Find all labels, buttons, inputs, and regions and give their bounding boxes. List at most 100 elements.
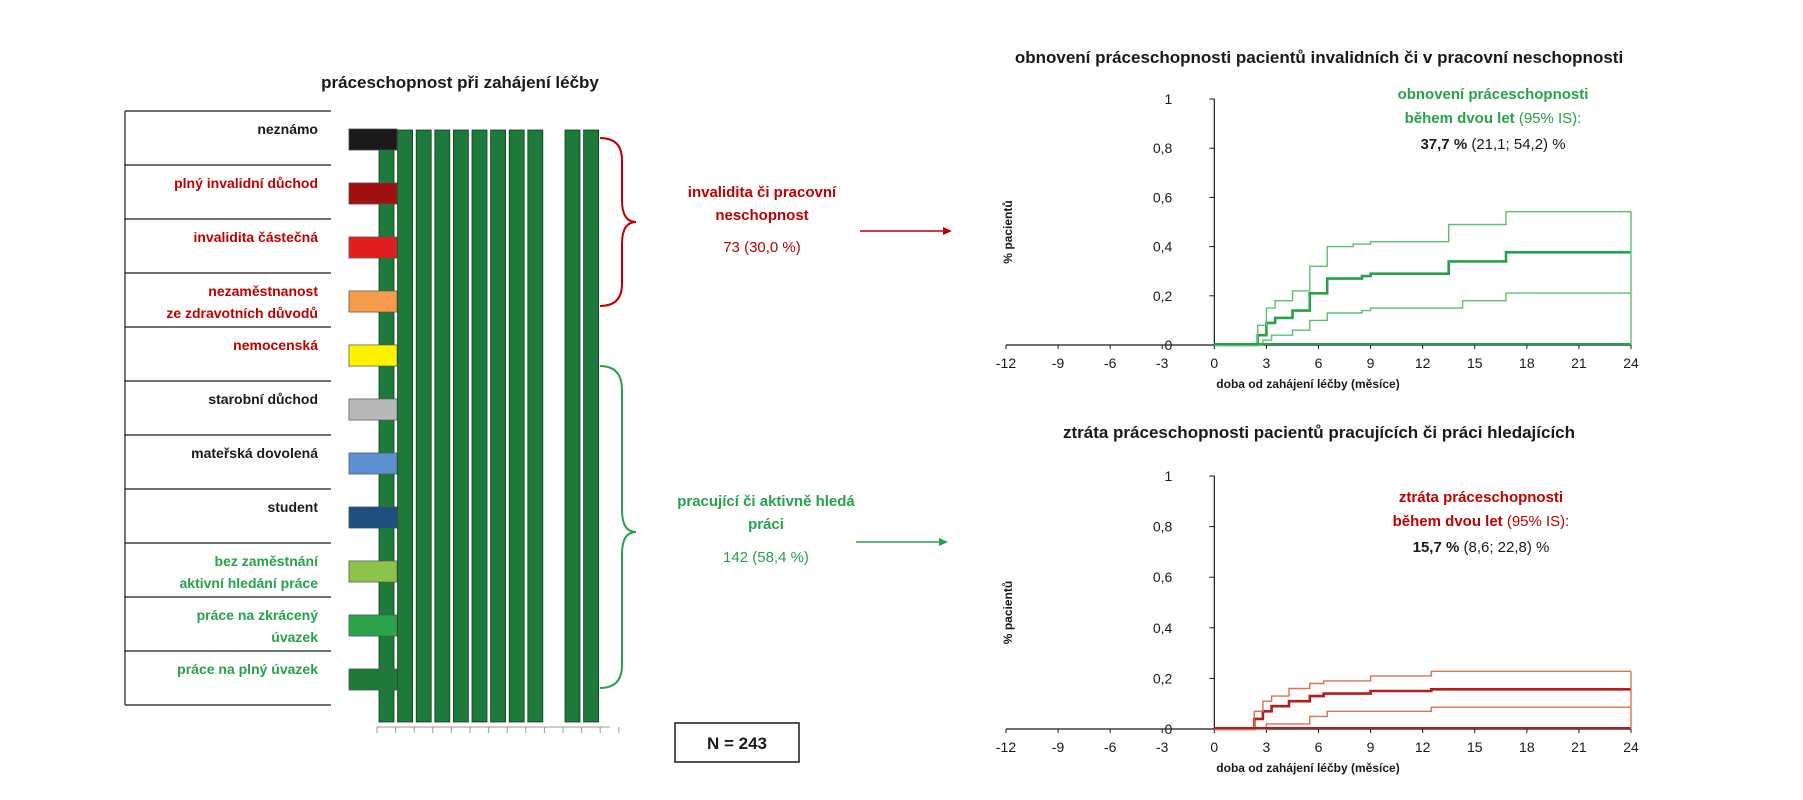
row-label: nezaměstnanost <box>208 283 318 299</box>
chart-recovery: obnovení práceschopnosti pacientů invali… <box>996 48 1639 391</box>
curve-estimate <box>1214 251 1631 347</box>
patient-bars <box>348 128 599 723</box>
row-label: práce na plný úvazek <box>177 661 318 677</box>
row-label: nemocenská <box>233 337 318 353</box>
annotation-line1: ztráta práceschopnosti <box>1399 489 1563 506</box>
annotation-line1: obnovení práceschopnosti <box>1398 86 1589 103</box>
row-swatch-front <box>348 398 398 421</box>
y-tick-label: 0,6 <box>1153 189 1173 205</box>
annotation-line2: během dvou let (95% IS): <box>1405 110 1582 127</box>
patient-bar <box>564 129 581 723</box>
y-axis-label: % pacientů <box>1001 581 1015 644</box>
group-working-label-2: práci <box>748 516 784 533</box>
annotation-line2b: (95% IS): <box>1507 513 1570 530</box>
row-label: starobní důchod <box>208 391 318 407</box>
annotation-value-rest: (21,1; 54,2) % <box>1471 136 1565 153</box>
x-tick-label: 0 <box>1210 355 1218 371</box>
y-tick-label: 1 <box>1165 91 1173 107</box>
x-tick-label: 0 <box>1210 739 1218 755</box>
n-label: N = 243 <box>707 734 767 753</box>
x-tick-label: 21 <box>1571 355 1587 371</box>
x-tick-label: -6 <box>1104 355 1117 371</box>
y-axis-label: % pacientů <box>1001 200 1015 263</box>
y-tick-label: 1 <box>1165 468 1173 484</box>
x-tick-label: -12 <box>996 355 1016 371</box>
row-swatch-front <box>348 506 398 529</box>
y-tick-label: 0,4 <box>1153 620 1173 636</box>
x-tick-label: -9 <box>1052 739 1065 755</box>
row-swatch-front <box>348 344 398 367</box>
x-tick-label: 15 <box>1467 739 1483 755</box>
brace-working <box>599 365 637 689</box>
curve-upper <box>1214 670 1631 730</box>
patient-bar <box>508 129 525 723</box>
row-swatch-front <box>348 560 398 583</box>
y-tick-label: 0 <box>1165 721 1173 737</box>
patient-bar <box>490 129 507 723</box>
annotation-line2b: (95% IS): <box>1519 110 1582 127</box>
x-tick-label: 12 <box>1415 739 1431 755</box>
chart-title: obnovení práceschopnosti pacientů invali… <box>1015 48 1623 67</box>
x-tick-label: 9 <box>1367 739 1375 755</box>
y-tick-label: 0,8 <box>1153 140 1173 156</box>
annotation-line2: během dvou let (95% IS): <box>1393 513 1570 530</box>
row-label-2: aktivní hledání práce <box>180 575 319 591</box>
arrow-working <box>856 538 948 546</box>
row-label: mateřská dovolená <box>191 445 318 461</box>
curve-upper <box>1214 211 1631 346</box>
row-swatch-front <box>348 128 398 151</box>
row-label: bez zaměstnání <box>215 553 320 569</box>
x-tick-label: 9 <box>1367 355 1375 371</box>
row-label: práce na zkrácený <box>197 607 319 623</box>
x-tick-label: 6 <box>1315 355 1323 371</box>
y-tick-label: 0,2 <box>1153 288 1173 304</box>
group-disabled-label: invalidita či pracovní <box>688 184 837 201</box>
x-tick-label: 18 <box>1519 355 1535 371</box>
chart-loss: ztráta práceschopnosti pacientů pracujíc… <box>996 423 1639 775</box>
y-tick-label: 0,4 <box>1153 239 1173 255</box>
x-tick-label: 24 <box>1623 355 1639 371</box>
row-swatch-front <box>348 182 398 205</box>
patient-bar <box>434 129 451 723</box>
x-tick-label: -6 <box>1104 739 1117 755</box>
row-swatch-front <box>348 614 398 637</box>
y-tick-label: 0,2 <box>1153 670 1173 686</box>
x-tick-label: -3 <box>1156 739 1169 755</box>
x-tick-label: 12 <box>1415 355 1431 371</box>
annotation-value: 15,7 % (8,6; 22,8) % <box>1413 539 1550 556</box>
group-disabled-count: 73 (30,0 %) <box>723 239 801 256</box>
annotation-value-bold: 15,7 % <box>1413 539 1464 556</box>
x-tick-label: 18 <box>1519 739 1535 755</box>
arrow-disabled <box>860 227 952 235</box>
left-panel-title: práceschopnost při zahájení léčby <box>321 73 599 92</box>
curve-estimate <box>1214 688 1631 731</box>
x-axis-label: doba od zahájení léčby (měsíce) <box>1216 761 1399 775</box>
n-box <box>674 722 800 763</box>
annotation-value-bold: 37,7 % <box>1420 136 1471 153</box>
x-axis-label: doba od zahájení léčby (měsíce) <box>1216 377 1399 391</box>
row-swatch-front <box>348 668 398 691</box>
row-label: plný invalidní důchod <box>174 175 318 191</box>
group-working-label: pracující či aktivně hledá <box>677 493 855 510</box>
bars-axis <box>376 726 620 733</box>
row-label-2: úvazek <box>271 629 318 645</box>
row-label: invalidita částečná <box>193 229 318 245</box>
x-tick-label: -9 <box>1052 355 1065 371</box>
row-label: neznámo <box>257 121 318 137</box>
group-working-count: 142 (58,4 %) <box>723 549 809 566</box>
x-tick-label: 24 <box>1623 739 1639 755</box>
annotation-value: 37,7 % (21,1; 54,2) % <box>1420 136 1565 153</box>
brace-disabled <box>599 137 637 307</box>
x-tick-label: -12 <box>996 739 1016 755</box>
y-tick-label: 0 <box>1165 337 1173 353</box>
row-swatch-front <box>348 236 398 259</box>
curve-lower <box>1214 706 1631 730</box>
row-swatch-front <box>348 290 398 313</box>
x-tick-label: 6 <box>1315 739 1323 755</box>
x-tick-label: 3 <box>1263 355 1271 371</box>
patient-bar <box>397 129 414 723</box>
x-tick-label: -3 <box>1156 355 1169 371</box>
x-tick-label: 3 <box>1263 739 1271 755</box>
group-disabled-label-2: neschopnost <box>715 207 808 224</box>
